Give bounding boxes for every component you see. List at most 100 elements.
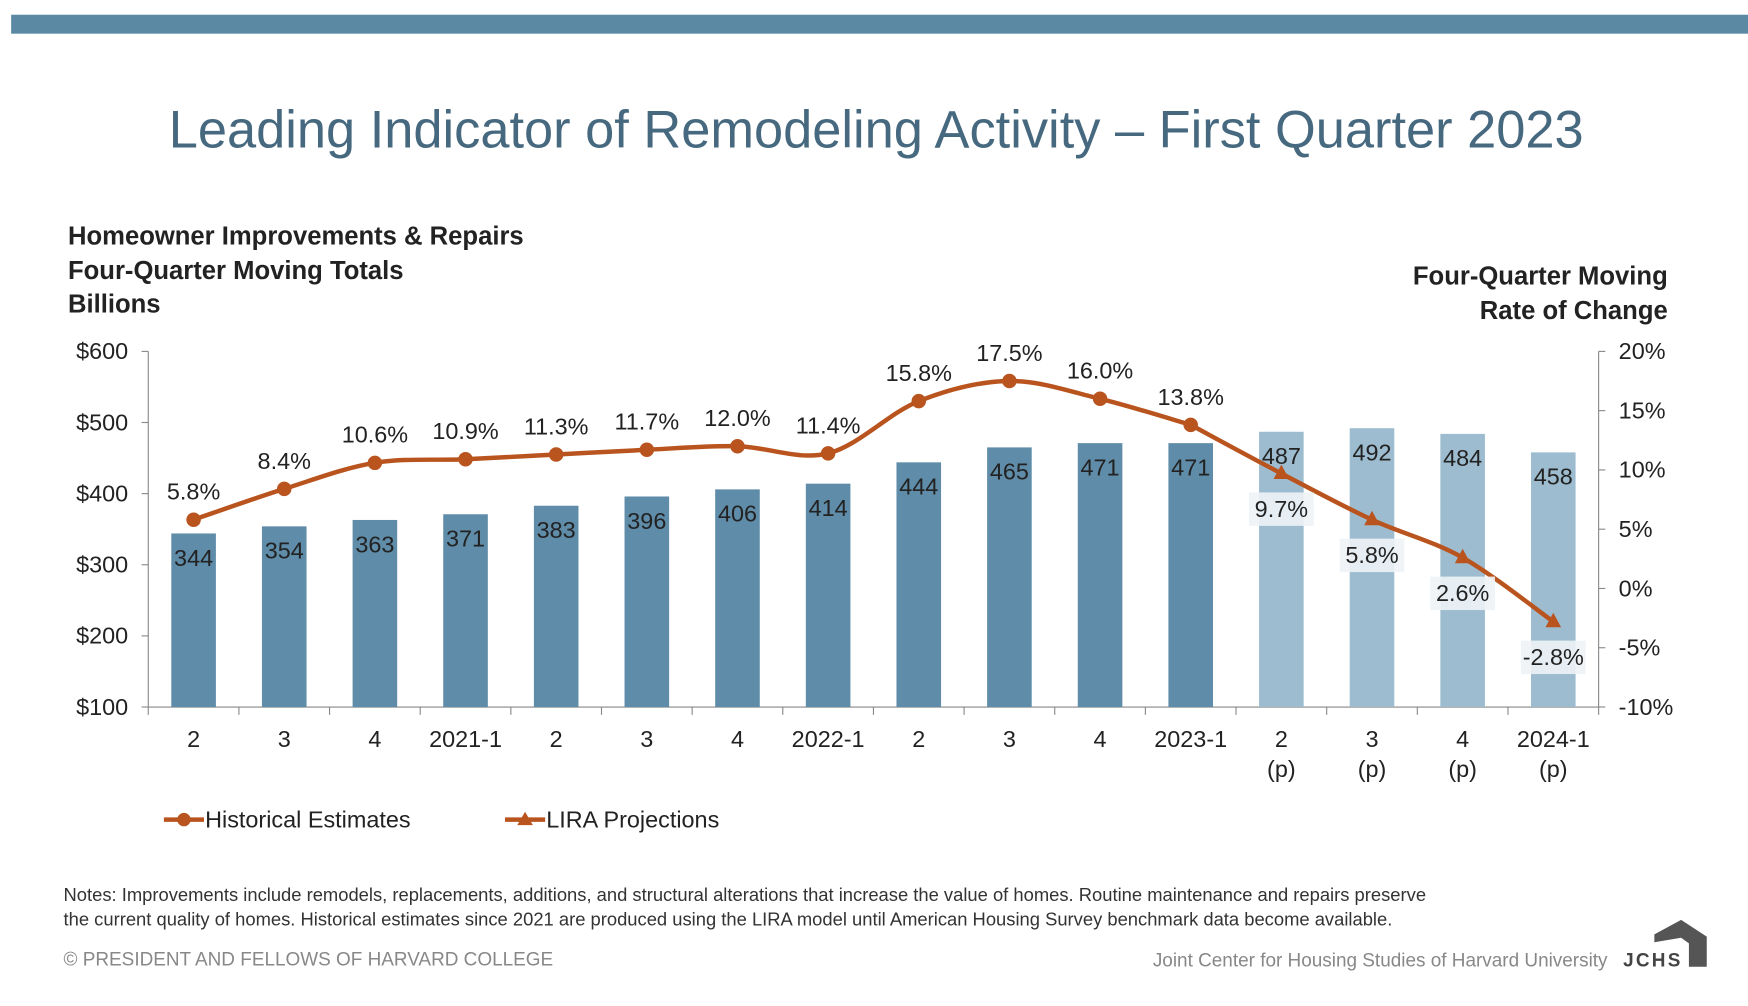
right-axis-title-2: Rate of Change: [1480, 297, 1668, 325]
x-tick-label: 2023-1: [1154, 726, 1227, 752]
right-tick-label: 0%: [1619, 575, 1653, 601]
line-value-label: 10.6%: [342, 422, 408, 448]
line-value-label: 11.3%: [524, 413, 589, 439]
line-label-background: [1430, 576, 1495, 611]
line-value-label: 10.9%: [432, 418, 498, 444]
left-axis-title-1: Homeowner Improvements & Repairs: [68, 222, 524, 250]
right-tick-label: 10%: [1619, 457, 1666, 483]
triangle-marker-icon: [517, 811, 533, 826]
line-value-label: 8.4%: [258, 448, 311, 474]
x-tick-sublabel: (p): [1448, 756, 1477, 782]
org-name: Joint Center for Housing Studies of Harv…: [1153, 951, 1608, 972]
jchs-logo: JCHS: [1623, 919, 1707, 972]
legend-item-projections[interactable]: LIRA Projections: [505, 806, 719, 832]
bar-value-label: 354: [265, 538, 304, 564]
bar-value-label: 406: [718, 501, 757, 527]
notes-line-2: the current quality of homes. Historical…: [64, 909, 1393, 930]
historical-point: [911, 393, 927, 409]
projection-point: [1454, 548, 1471, 564]
circle-marker-icon: [177, 812, 191, 827]
bar-value-label: 465: [990, 459, 1029, 485]
left-tick-label: $100: [76, 694, 128, 720]
bar: [261, 526, 307, 708]
historical-point: [820, 446, 836, 461]
bar: [1168, 443, 1214, 708]
line-value-label: 5.8%: [167, 479, 220, 505]
bar: [896, 462, 942, 708]
bar-value-label: 383: [537, 517, 576, 543]
bar-value-label: 414: [809, 495, 848, 521]
bar-value-label: 396: [627, 508, 666, 534]
bar-value-label: 363: [355, 531, 394, 557]
right-tick-label: -10%: [1619, 694, 1674, 720]
svg-text:JCHS: JCHS: [1623, 951, 1682, 972]
x-tick-label: 4: [1456, 726, 1469, 752]
x-tick-label: 3: [640, 726, 653, 752]
x-tick-label: 3: [278, 726, 291, 752]
bar: [533, 505, 579, 708]
right-tick-label: 5%: [1619, 516, 1653, 542]
bar: [1077, 443, 1123, 708]
left-tick-label: $600: [76, 338, 128, 364]
notes-line-1: Notes: Improvements include remodels, re…: [64, 884, 1427, 905]
left-tick-label: $200: [76, 623, 128, 649]
bar: [624, 496, 670, 708]
left-axis-title-2: Four-Quarter Moving Totals: [68, 257, 404, 285]
line-label-background: [1249, 492, 1314, 526]
line-value-label: 5.8%: [1345, 542, 1398, 568]
bar-value-label: 444: [899, 474, 938, 500]
copyright: © PRESIDENT AND FELLOWS OF HARVARD COLLE…: [64, 950, 554, 971]
line-value-label: -2.8%: [1523, 644, 1584, 670]
bar: [715, 489, 760, 708]
historical-point: [1002, 373, 1017, 389]
x-tick-sublabel: (p): [1539, 756, 1568, 782]
legend-label-historical: Historical Estimates: [205, 806, 411, 832]
line-value-label: 12.0%: [704, 405, 770, 431]
right-tick-label: -5%: [1619, 635, 1661, 661]
x-tick-sublabel: (p): [1267, 756, 1296, 782]
x-tick-label: 4: [731, 726, 744, 752]
left-tick-label: $300: [76, 552, 128, 578]
x-tick-label: 2022-1: [792, 726, 865, 752]
historical-point: [276, 481, 292, 497]
line-value-label: 11.4%: [796, 412, 861, 438]
x-tick-label: 4: [368, 726, 381, 752]
bar: [1440, 433, 1485, 708]
right-axis-title-1: Four-Quarter Moving: [1413, 263, 1668, 291]
bar: [171, 533, 216, 708]
x-tick-sublabel: (p): [1358, 756, 1387, 782]
line-label-background: [1520, 640, 1586, 675]
x-tick-label: 2024-1: [1517, 726, 1590, 752]
line-value-label: 11.7%: [615, 409, 680, 435]
historical-point: [367, 455, 383, 471]
plot-area: $600 $500 $400 $300 $200 $100 20% 15% 10% 5% 0% -5%…: [76, 338, 1673, 782]
legend-item-historical[interactable]: Historical Estimates: [163, 806, 411, 832]
x-tick-label: 3: [1003, 726, 1016, 752]
historical-point: [1092, 391, 1108, 407]
bar-value-label: 344: [174, 545, 213, 571]
historical-point: [186, 512, 201, 527]
x-tick-label: 4: [1094, 726, 1107, 752]
historical-point: [548, 447, 564, 462]
line-label-background: [1339, 538, 1405, 573]
x-tick-label: 3: [1365, 726, 1378, 752]
line-value-label: 16.0%: [1067, 358, 1133, 384]
bar: [352, 519, 398, 708]
line-value-label: 9.7%: [1255, 496, 1308, 522]
top-band: [11, 14, 1748, 34]
line-value-label: 15.8%: [886, 360, 952, 386]
bar-value-label: 484: [1443, 445, 1482, 471]
historical-point: [730, 438, 745, 454]
bar: [443, 514, 488, 708]
x-tick-label: 2021-1: [429, 726, 502, 752]
x-tick-label: 2: [550, 726, 563, 752]
projection-point: [1273, 464, 1290, 480]
projection-point: [1545, 612, 1562, 628]
page-title: Leading Indicator of Remodeling Activity…: [169, 101, 1584, 159]
x-tick-label: 2: [187, 726, 200, 752]
bar-value-label: 492: [1352, 440, 1391, 466]
historical-point: [639, 442, 655, 458]
bar: [805, 483, 851, 708]
legend: Historical Estimates LIRA Projections: [163, 806, 719, 832]
